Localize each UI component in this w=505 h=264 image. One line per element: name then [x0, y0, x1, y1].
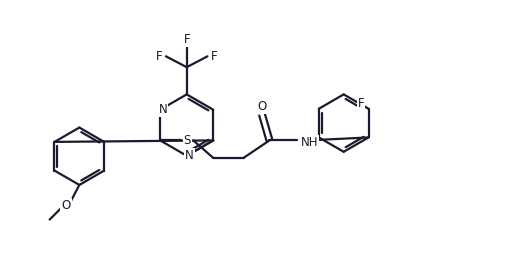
- Text: F: F: [211, 50, 217, 63]
- Text: O: O: [61, 199, 71, 212]
- Text: S: S: [183, 134, 191, 147]
- Text: O: O: [257, 100, 266, 113]
- Text: F: F: [357, 97, 364, 110]
- Text: N: N: [185, 149, 193, 162]
- Text: F: F: [183, 33, 190, 46]
- Text: F: F: [156, 50, 162, 63]
- Text: NH: NH: [300, 136, 318, 149]
- Text: N: N: [159, 103, 167, 116]
